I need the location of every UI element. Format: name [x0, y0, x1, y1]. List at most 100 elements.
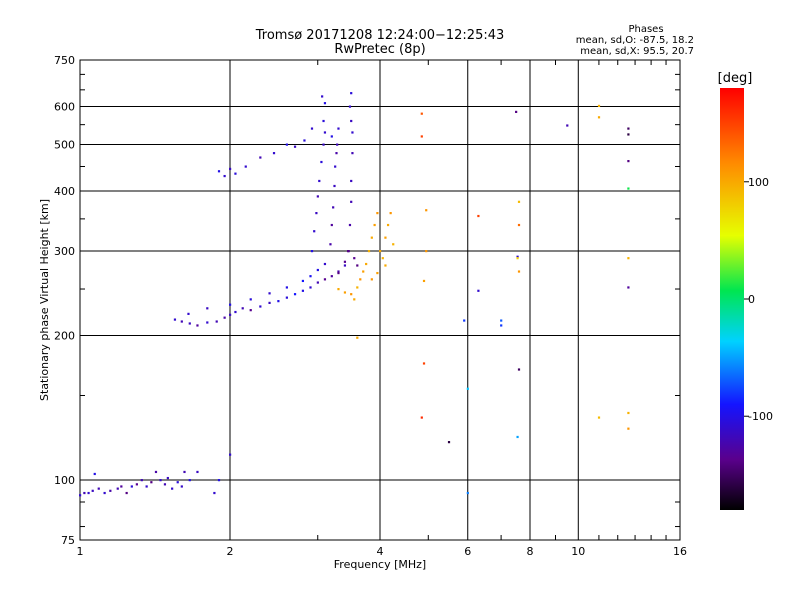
x-tick-label: 8 — [527, 545, 534, 558]
data-point — [334, 165, 337, 168]
data-point — [627, 411, 630, 415]
y-tick-label: 100 — [54, 474, 75, 487]
data-point — [322, 119, 325, 123]
data-point — [171, 487, 174, 490]
data-point — [351, 131, 354, 134]
data-point — [597, 416, 601, 419]
data-point — [285, 143, 288, 146]
data-point — [188, 479, 191, 482]
data-point — [187, 312, 190, 315]
data-point — [348, 223, 352, 227]
data-point — [320, 160, 323, 164]
data-point — [517, 223, 521, 227]
data-point — [120, 485, 123, 488]
data-point — [159, 479, 162, 482]
data-point — [249, 309, 252, 312]
data-point — [627, 127, 630, 130]
data-point — [516, 435, 519, 439]
data-point — [259, 156, 262, 159]
data-point — [381, 257, 384, 260]
data-point — [332, 206, 335, 209]
data-point — [627, 133, 630, 136]
data-point — [420, 135, 423, 138]
data-point — [87, 491, 90, 495]
data-point — [234, 172, 237, 175]
data-point — [301, 289, 305, 292]
data-point — [370, 278, 373, 281]
data-point — [466, 387, 469, 390]
data-point — [259, 305, 262, 308]
data-point — [213, 491, 216, 495]
data-point — [420, 112, 423, 115]
stats-title: Phases — [628, 24, 664, 35]
data-point — [109, 489, 112, 492]
data-point — [346, 250, 350, 253]
data-point — [422, 279, 426, 283]
data-point — [293, 293, 297, 296]
data-point — [373, 223, 376, 227]
data-point — [309, 275, 312, 278]
data-point — [597, 104, 601, 108]
chart-title: Tromsø 20171208 12:24:00−12:25:43 — [255, 28, 505, 43]
data-point — [310, 250, 314, 253]
data-point — [350, 293, 353, 296]
data-point — [217, 479, 221, 482]
x-tick-label: 2 — [227, 545, 234, 558]
data-point — [116, 487, 119, 490]
data-point — [173, 318, 177, 321]
data-point — [223, 174, 226, 178]
data-point — [330, 223, 333, 227]
data-point — [277, 300, 280, 303]
data-point — [425, 209, 428, 212]
data-point — [268, 301, 271, 305]
data-point — [392, 243, 395, 246]
data-point — [350, 119, 353, 123]
data-point — [244, 165, 247, 168]
data-point — [516, 257, 519, 260]
data-point — [425, 250, 428, 253]
data-point — [362, 270, 365, 273]
data-point — [249, 298, 252, 301]
data-point — [350, 179, 353, 183]
data-point — [330, 135, 333, 138]
data-point — [206, 307, 209, 310]
data-point — [384, 236, 387, 239]
data-point — [196, 470, 199, 474]
data-point — [330, 275, 333, 278]
data-point — [188, 322, 191, 325]
data-point — [323, 102, 327, 105]
data-point — [315, 212, 318, 215]
data-point — [365, 262, 368, 266]
y-tick-label: 400 — [54, 185, 75, 198]
chart-subtitle: RwPretec (8p) — [334, 42, 426, 57]
y-tick-label: 200 — [54, 330, 75, 343]
data-point — [229, 313, 232, 316]
data-point — [389, 212, 392, 215]
y-tick-label: 75 — [61, 534, 75, 547]
data-point — [223, 316, 226, 319]
data-point — [229, 453, 232, 456]
data-point — [350, 200, 353, 203]
data-point — [627, 160, 630, 163]
data-point — [353, 298, 356, 301]
data-point — [293, 145, 297, 148]
data-point — [150, 481, 153, 484]
data-point — [163, 483, 167, 486]
data-point — [343, 264, 347, 267]
data-point — [83, 491, 86, 495]
data-point — [500, 324, 503, 327]
data-point — [323, 262, 327, 266]
data-point — [154, 470, 158, 474]
data-point — [313, 230, 316, 233]
data-point — [477, 214, 480, 218]
data-point — [343, 260, 347, 263]
data-point — [420, 416, 423, 419]
data-point — [321, 95, 324, 98]
y-axis-label: Stationary phase Virtual Height [km] — [38, 199, 51, 401]
data-point — [229, 303, 232, 306]
data-point — [627, 286, 630, 289]
data-point — [597, 116, 601, 119]
data-point — [206, 321, 209, 324]
y-tick-label: 750 — [54, 54, 75, 67]
data-point — [318, 179, 321, 183]
